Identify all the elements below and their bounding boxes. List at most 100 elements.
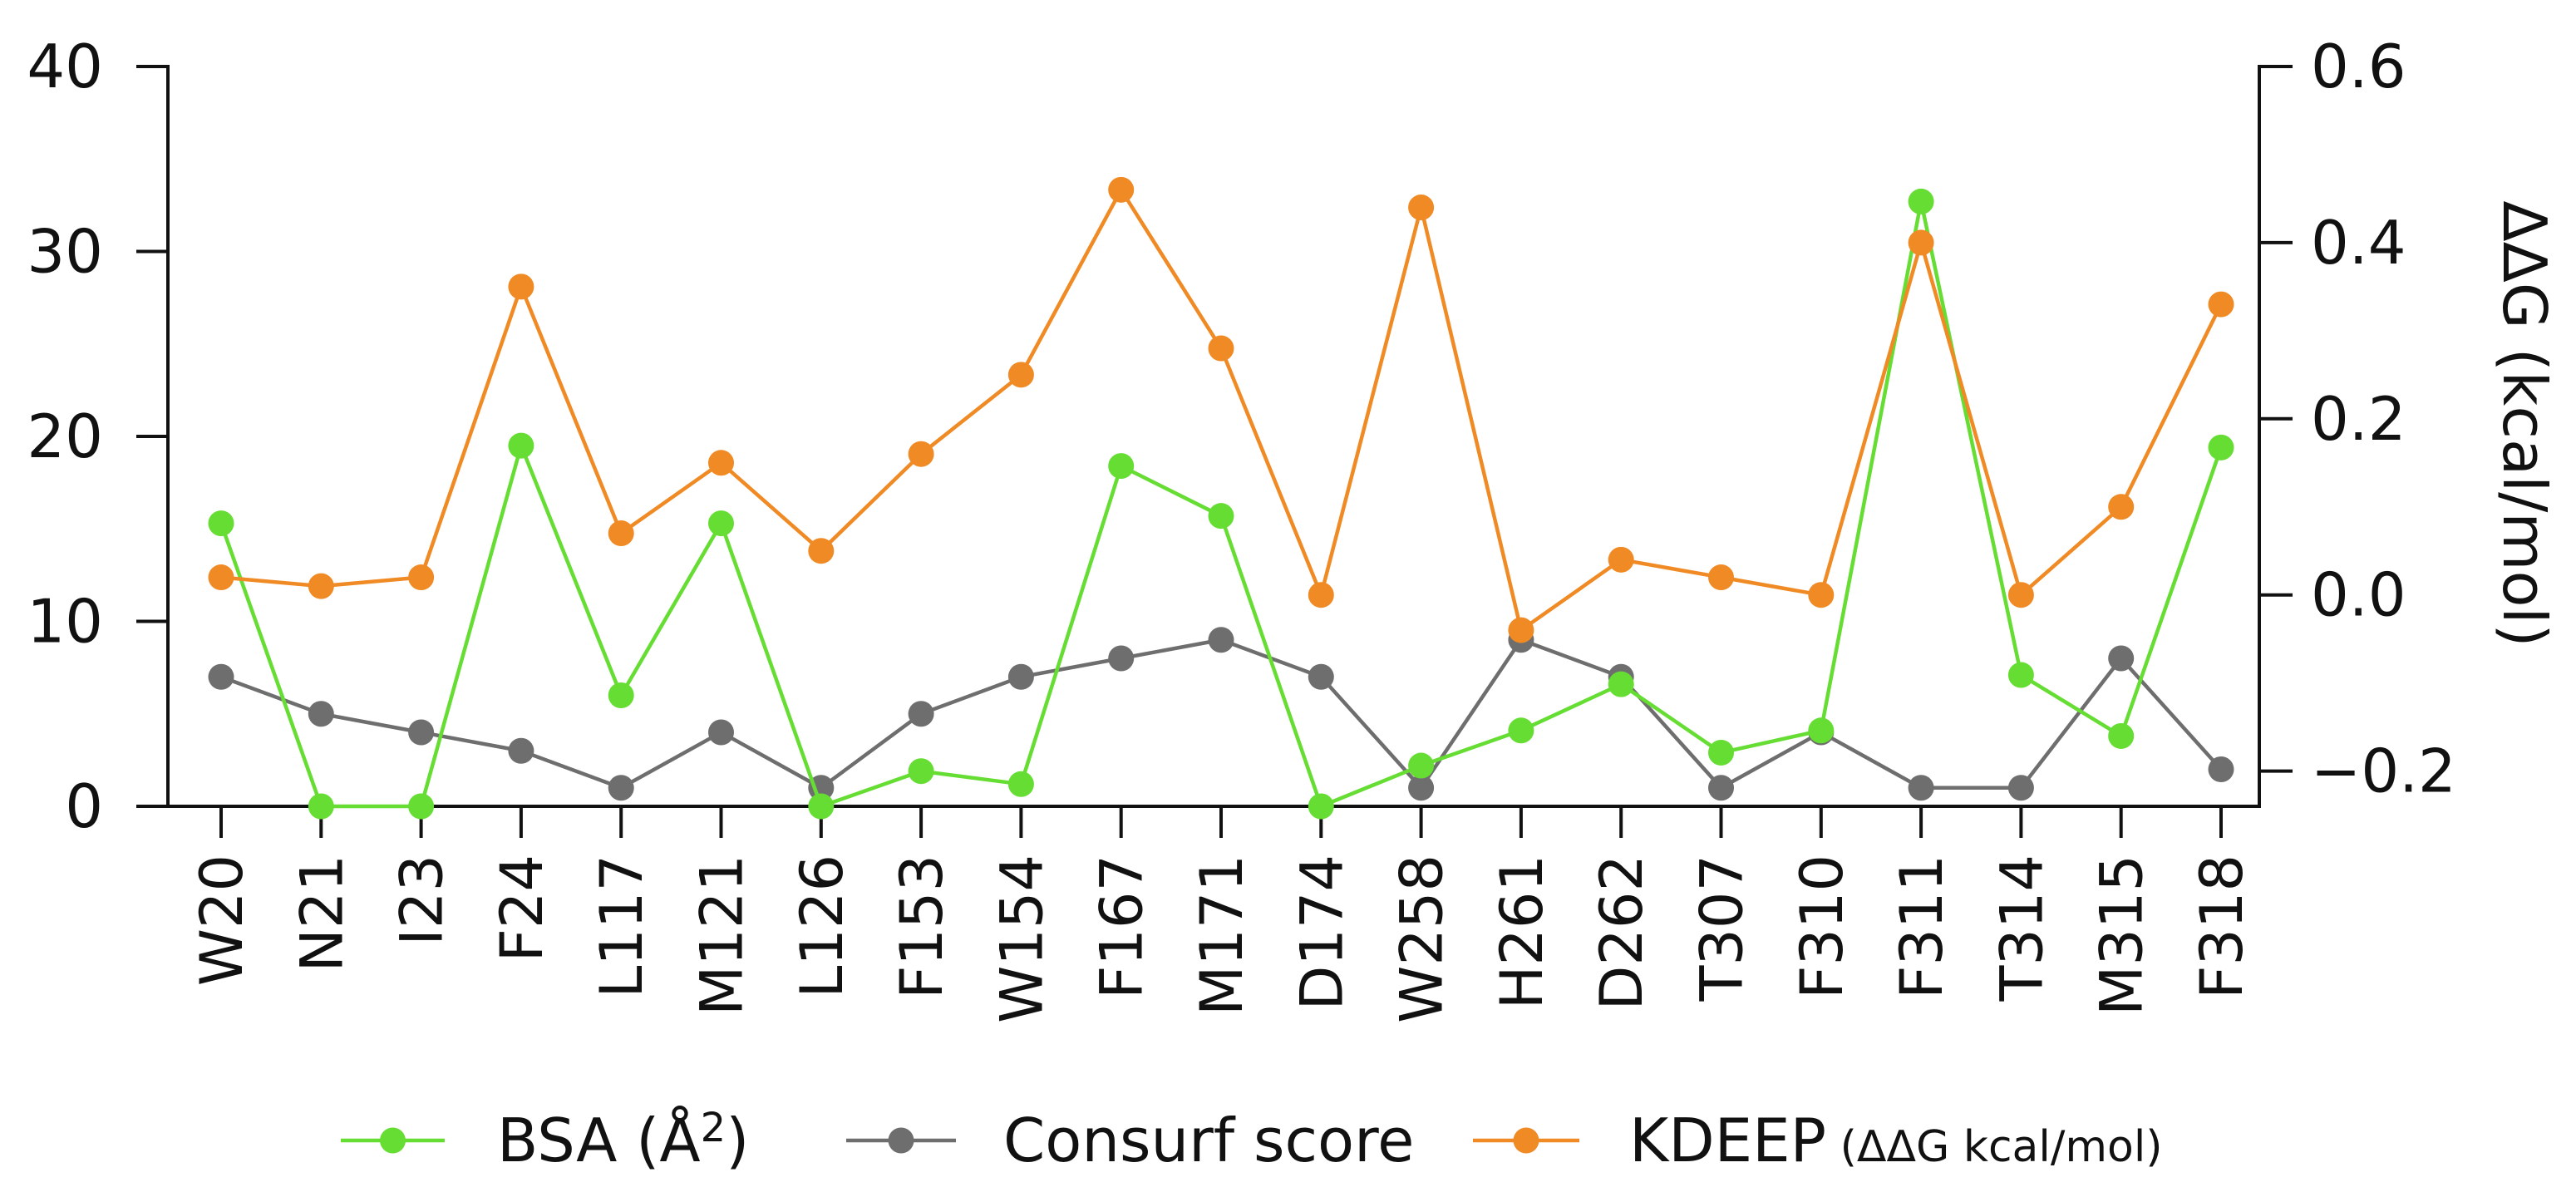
legend-swatch-marker (888, 1127, 914, 1154)
data-point (2108, 722, 2135, 749)
x-tick-label: L117 (588, 855, 656, 998)
x-tick-label: F318 (2188, 855, 2256, 999)
legend-label: KDEEP (ΔΔG kcal/mol) (1629, 1106, 2163, 1175)
legend-item-2: KDEEP (ΔΔG kcal/mol) (1473, 1106, 2163, 1175)
x-tick-label: W20 (188, 855, 256, 986)
data-point (808, 775, 835, 801)
x-tick-label: D262 (1588, 855, 1656, 1011)
left-tick-label: 20 (27, 401, 103, 471)
data-point (1908, 775, 1934, 801)
data-point (1108, 645, 1135, 672)
data-point (1007, 362, 1034, 388)
data-point (2208, 756, 2234, 782)
axes (166, 65, 2261, 808)
data-point (1508, 617, 1534, 643)
x-tick-label: F153 (888, 855, 956, 999)
legend-item-1: Consurf score (846, 1106, 1414, 1175)
data-point (1308, 663, 1334, 690)
x-tick-label: F311 (1888, 855, 1956, 999)
data-point (808, 793, 835, 820)
x-tick-label: I23 (388, 855, 456, 946)
data-point (708, 510, 734, 537)
right-tick-label: 0.2 (2311, 384, 2406, 454)
legend-label: Consurf score (1003, 1106, 1414, 1175)
x-tick-label: W154 (988, 855, 1056, 1023)
data-point (208, 564, 234, 591)
data-point (1908, 229, 1934, 256)
data-point (1408, 775, 1435, 801)
data-point (2108, 645, 2135, 672)
x-tick-label: F167 (1088, 855, 1156, 999)
legend-swatch-marker (380, 1127, 406, 1154)
data-point (1808, 717, 1835, 744)
data-point (208, 510, 234, 537)
data-point (908, 441, 934, 467)
right-tick-label: 0.0 (2311, 560, 2406, 630)
data-point (2007, 662, 2034, 688)
data-point (1708, 739, 1734, 766)
right-axis-title: ΔΔG (kcal/mol) (2490, 200, 2559, 647)
x-tick-label: W258 (1388, 855, 1456, 1023)
right-axis-ticks: −0.2 0.0 0.2 0.4 0.6 (2259, 32, 2456, 806)
data-point (408, 564, 435, 591)
data-point (308, 573, 334, 599)
left-tick-label: 40 (27, 32, 103, 101)
right-tick-label: 0.4 (2311, 208, 2406, 278)
left-tick-label: 30 (27, 217, 103, 287)
data-point (1408, 752, 1435, 779)
data-point (808, 538, 835, 564)
data-point (1908, 188, 1934, 214)
data-point (1208, 503, 1234, 530)
data-point (408, 719, 435, 746)
data-point (508, 273, 534, 300)
data-point (608, 682, 634, 708)
data-point (708, 719, 734, 746)
data-point (908, 758, 934, 785)
data-point (1508, 717, 1534, 744)
data-point (908, 701, 934, 727)
data-point (308, 793, 334, 820)
data-point (2108, 494, 2135, 520)
x-tick-label: M315 (2088, 855, 2156, 1016)
data-point (1708, 775, 1734, 801)
data-point (208, 663, 234, 690)
x-tick-label: L126 (788, 855, 856, 998)
series-layer (208, 176, 2234, 820)
x-tick-label: T314 (1987, 855, 2056, 1002)
data-point (308, 701, 334, 727)
data-point (1007, 771, 1034, 797)
series-bsa (208, 188, 2234, 820)
data-point (2208, 291, 2234, 318)
data-point (1608, 546, 1634, 573)
series-line (220, 188, 2224, 633)
x-tick-label: F24 (488, 855, 556, 962)
left-tick-label: 0 (65, 771, 103, 841)
data-point (1108, 176, 1135, 203)
x-axis-category-labels: W20 N21 I23 F24 L117 M121 L126 F153 W154 F167 M171… (188, 806, 2256, 1023)
data-point (508, 432, 534, 459)
series-consurf-score (208, 627, 2234, 801)
x-tick-label: N21 (288, 855, 356, 972)
data-point (2208, 434, 2234, 461)
data-point (2007, 582, 2034, 608)
data-point (608, 520, 634, 547)
data-point (1708, 564, 1734, 591)
right-tick-label: 0.6 (2311, 32, 2406, 101)
legend-item-0: BSA (Å2) (341, 1105, 749, 1175)
x-tick-label: M121 (688, 855, 756, 1016)
data-point (1308, 793, 1334, 820)
legend-swatch-marker (1513, 1127, 1539, 1154)
data-point (708, 450, 734, 476)
right-tick-label: −0.2 (2311, 736, 2456, 806)
legend: BSA (Å2) Consurf score KDEEP (ΔΔG kcal/mol… (341, 1105, 2163, 1175)
data-point (1208, 335, 1234, 362)
data-point (1808, 582, 1835, 608)
series-kdeep (208, 176, 2234, 643)
data-point (1408, 195, 1435, 221)
data-point (508, 737, 534, 764)
x-tick-label: M171 (1188, 855, 1256, 1016)
legend-label: BSA (Å2) (497, 1105, 749, 1175)
left-tick-label: 10 (27, 587, 103, 657)
data-point (408, 793, 435, 820)
